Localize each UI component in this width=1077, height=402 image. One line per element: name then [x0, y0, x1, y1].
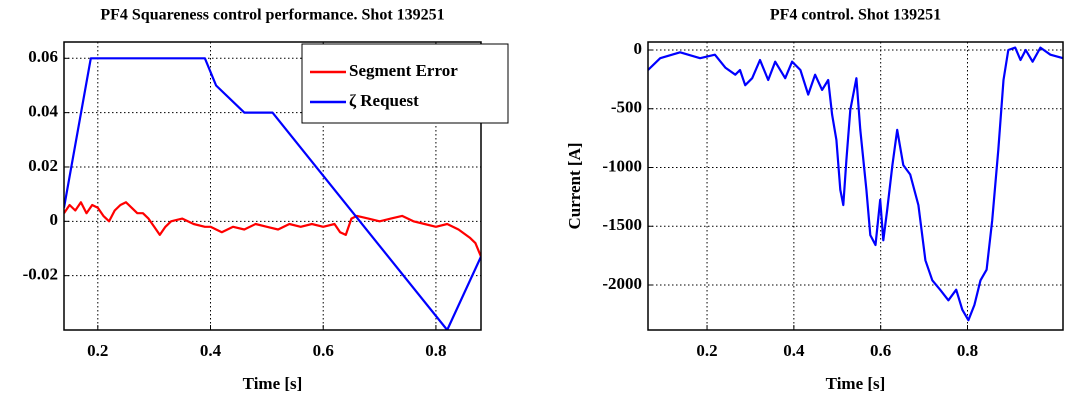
x-tick-label: 0.2	[87, 341, 108, 360]
y-tick-label: -500	[611, 98, 642, 117]
x-tick-label: 0.4	[783, 341, 805, 360]
x-tick-label: 0.6	[313, 341, 334, 360]
line-series	[64, 57, 481, 330]
x-tick-label: 0.4	[200, 341, 222, 360]
x-tick-label: 0.2	[696, 341, 717, 360]
y-tick-label: 0.02	[28, 156, 58, 175]
line-series	[64, 201, 481, 258]
y-axis-label: Current [A]	[565, 142, 584, 229]
axes-box	[647, 41, 1064, 331]
series-group	[648, 46, 1063, 322]
x-axis-label: Time [s]	[243, 374, 303, 393]
y-tick-label: 0	[634, 39, 643, 58]
axes-box	[63, 41, 482, 331]
y-tick-label: -1500	[602, 215, 642, 234]
legend-label: ζ Request	[349, 91, 419, 110]
x-tick-label: 0.8	[957, 341, 978, 360]
series-group	[64, 57, 481, 330]
y-tick-label: 0.04	[28, 102, 58, 121]
line-series	[648, 46, 1063, 322]
x-tick-label: 0.8	[425, 341, 446, 360]
chart-title: PF4 control. Shot 139251	[770, 7, 941, 24]
plot-area	[648, 42, 1063, 330]
y-tick-label: -0.02	[23, 265, 58, 284]
y-tick-label: 0	[50, 210, 59, 229]
x-axis-label: Time [s]	[826, 374, 886, 393]
legend-label: Segment Error	[349, 61, 458, 80]
legend-box	[301, 43, 509, 124]
chart-title: PF4 Squareness control performance. Shot…	[100, 7, 444, 24]
y-tick-label: 0.06	[28, 47, 58, 66]
y-tick-label: -1000	[602, 156, 642, 175]
x-tick-label: 0.6	[870, 341, 891, 360]
y-tick-label: -2000	[602, 274, 642, 293]
